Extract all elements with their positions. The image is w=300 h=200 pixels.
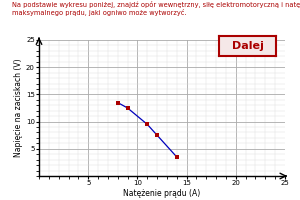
Text: Na podstawie wykresu poniżej, znajdź opór wewnętrzny, siłę elektromotoryczną i n: Na podstawie wykresu poniżej, znajdź opó…: [12, 1, 300, 8]
Text: Dalej: Dalej: [232, 41, 263, 51]
Text: maksymalnego prądu, jaki ogniwo może wytworzyć.: maksymalnego prądu, jaki ogniwo może wyt…: [12, 9, 187, 16]
Y-axis label: Napięcie na zaciskach (V): Napięcie na zaciskach (V): [14, 59, 23, 157]
X-axis label: Natężenie prądu (A): Natężenie prądu (A): [123, 189, 201, 198]
